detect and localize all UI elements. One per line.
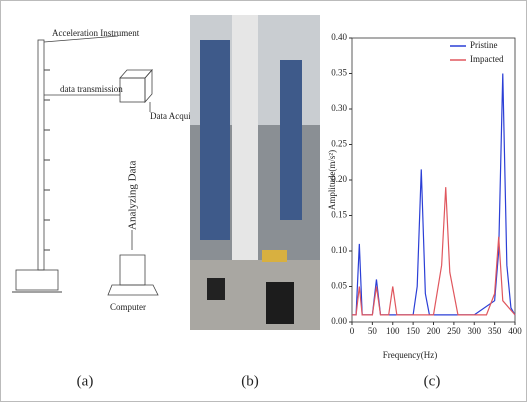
diagram-label: data transmission xyxy=(60,84,123,94)
x-tick-label: 150 xyxy=(406,326,420,336)
legend-label: Pristine xyxy=(470,40,498,50)
x-axis-label: Frequency(Hz) xyxy=(383,350,437,360)
x-tick-label: 100 xyxy=(386,326,400,336)
y-tick-label: 0.40 xyxy=(331,32,347,42)
x-tick-label: 400 xyxy=(508,326,522,336)
y-tick-label: 0.10 xyxy=(331,245,347,255)
legend-label: Impacted xyxy=(470,54,504,64)
x-tick-label: 300 xyxy=(468,326,482,336)
x-tick-label: 0 xyxy=(350,326,355,336)
diagram-label: Analyzing Data xyxy=(127,161,139,230)
line-series xyxy=(352,187,516,316)
diagram-label: Computer xyxy=(110,302,146,312)
x-tick-label: 50 xyxy=(368,326,378,336)
x-tick-label: 250 xyxy=(447,326,461,336)
diagram xyxy=(12,35,159,296)
diagram-label: Acceleration Instrument xyxy=(52,28,140,38)
y-tick-label: 0.00 xyxy=(331,316,347,326)
y-axis-label: Amplitude(m/s²) xyxy=(327,150,337,210)
y-tick-label: 0.05 xyxy=(331,281,347,291)
y-tick-label: 0.35 xyxy=(331,68,347,78)
panel-label: (a) xyxy=(77,373,94,389)
photo xyxy=(190,15,320,330)
y-tick-label: 0.20 xyxy=(331,174,347,184)
y-tick-label: 0.25 xyxy=(331,139,347,149)
x-tick-label: 350 xyxy=(488,326,502,336)
panel-label: (b) xyxy=(241,373,259,389)
x-tick-label: 200 xyxy=(427,326,441,336)
panel-label: (c) xyxy=(424,373,441,389)
y-tick-label: 0.15 xyxy=(331,210,347,220)
y-tick-label: 0.30 xyxy=(331,103,347,113)
